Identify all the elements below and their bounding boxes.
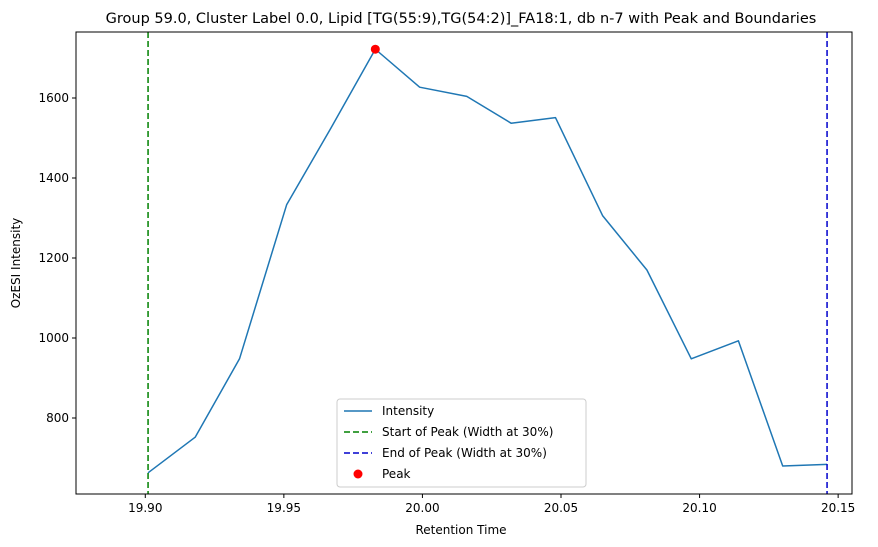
x-tick-label: 19.90 <box>128 501 162 515</box>
legend-label-peak: Peak <box>382 467 411 481</box>
series-line-intensity <box>147 48 828 474</box>
y-tick-label: 1400 <box>38 171 69 185</box>
x-tick-label: 20.10 <box>682 501 716 515</box>
plot-area <box>147 32 828 494</box>
peak-point <box>370 44 380 54</box>
x-tick-label: 20.00 <box>405 501 439 515</box>
y-tick-label: 1600 <box>38 91 69 105</box>
y-tick-label: 1000 <box>38 331 69 345</box>
y-axis-title: OzESI Intensity <box>9 218 23 309</box>
legend-label-end-of-peak: End of Peak (Width at 30%) <box>382 446 547 460</box>
legend-box <box>336 398 587 488</box>
legend-swatch-peak <box>353 469 363 479</box>
axis-ticks: 19.90 19.95 20.00 20.05 20.10 20.15 800 1000 120… <box>38 91 855 515</box>
y-tick-label: 800 <box>46 411 69 425</box>
chart-title: Group 59.0, Cluster Label 0.0, Lipid [TG… <box>106 11 817 27</box>
axes-frame <box>75 31 853 495</box>
legend-label-intensity: Intensity <box>382 404 434 418</box>
y-tick-label: 1200 <box>38 251 69 265</box>
x-tick-label: 20.15 <box>821 501 855 515</box>
x-tick-label: 19.95 <box>267 501 301 515</box>
legend: Intensity Start of Peak (Width at 30%) E… <box>336 398 587 488</box>
legend-label-start-of-peak: Start of Peak (Width at 30%) <box>382 425 553 439</box>
x-axis-title: Retention Time <box>415 523 506 537</box>
x-tick-label: 20.05 <box>544 501 578 515</box>
